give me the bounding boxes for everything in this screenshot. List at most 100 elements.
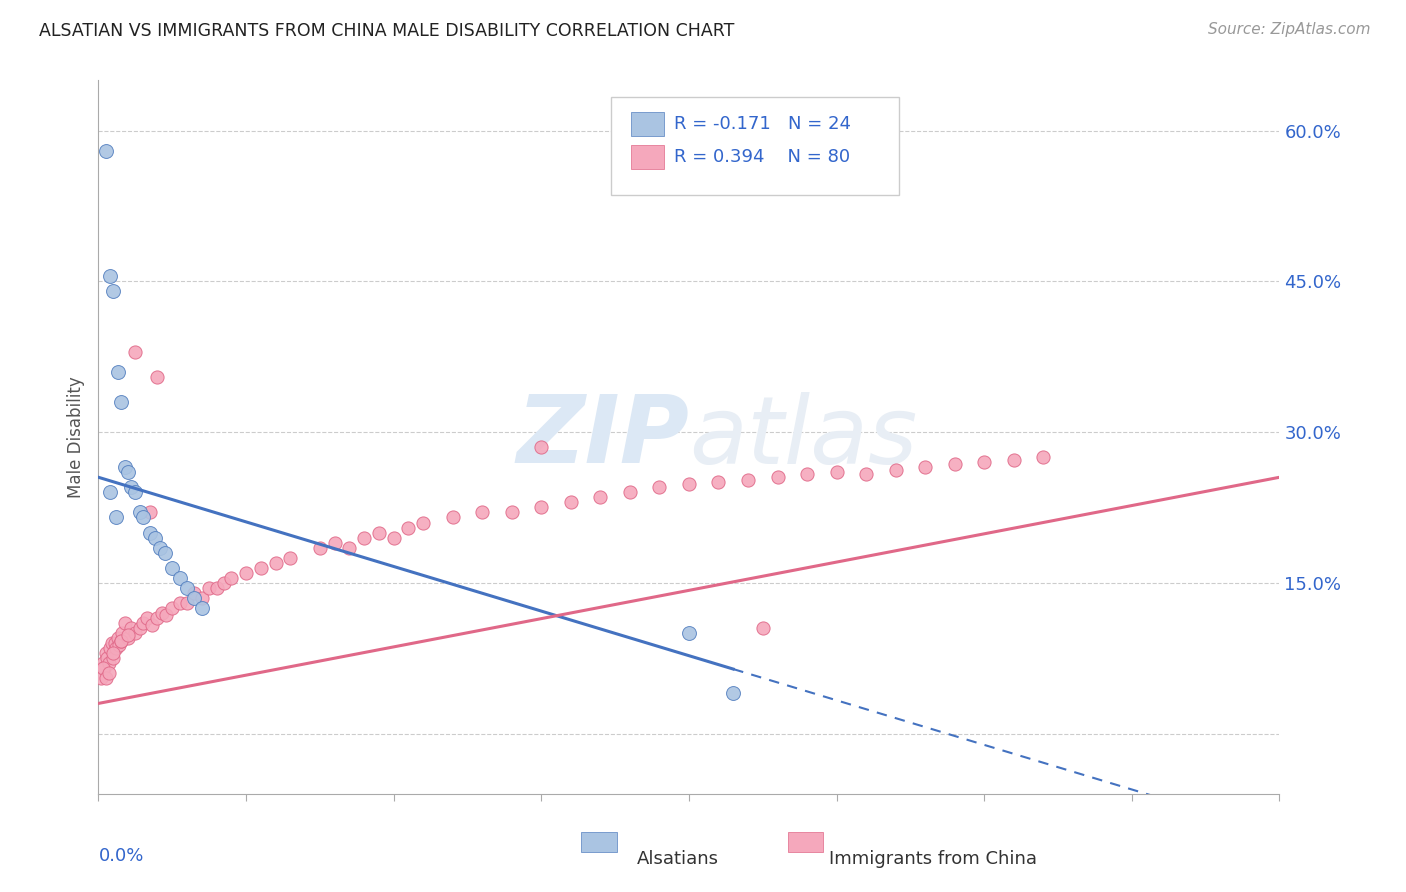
Point	[825, 465, 848, 479]
Point	[205, 581, 228, 595]
Point	[1032, 450, 1054, 465]
Point	[162, 601, 183, 615]
Point	[368, 525, 391, 540]
Point	[149, 541, 172, 555]
Point	[339, 541, 361, 555]
Point	[105, 641, 128, 656]
Point	[943, 457, 966, 471]
Point	[221, 571, 243, 585]
Point	[153, 546, 176, 560]
Point	[150, 606, 173, 620]
Point	[235, 566, 257, 580]
Point	[120, 480, 142, 494]
Text: R = 0.394    N = 80: R = 0.394 N = 80	[675, 148, 851, 166]
Point	[198, 581, 221, 595]
Point	[128, 621, 150, 635]
Point	[752, 621, 775, 635]
Point	[766, 470, 789, 484]
Point	[94, 646, 117, 660]
Point	[128, 506, 150, 520]
Point	[176, 596, 198, 610]
Point	[91, 661, 114, 675]
Point	[132, 615, 155, 630]
Point	[382, 531, 405, 545]
Text: ALSATIAN VS IMMIGRANTS FROM CHINA MALE DISABILITY CORRELATION CHART: ALSATIAN VS IMMIGRANTS FROM CHINA MALE D…	[39, 22, 735, 40]
Point	[114, 615, 136, 630]
Point	[114, 460, 136, 475]
Point	[560, 495, 582, 509]
Point	[309, 541, 332, 555]
Point	[530, 440, 553, 454]
Point	[90, 671, 112, 685]
Point	[117, 631, 139, 645]
Text: ZIP: ZIP	[516, 391, 689, 483]
Point	[176, 581, 198, 595]
Point	[97, 657, 120, 671]
Point	[143, 531, 166, 545]
Point	[103, 646, 125, 660]
Point	[136, 611, 159, 625]
Point	[530, 500, 553, 515]
Point	[124, 485, 146, 500]
Point	[678, 477, 700, 491]
Point	[412, 516, 434, 530]
Point	[191, 601, 214, 615]
Point	[678, 626, 700, 640]
Point	[169, 571, 191, 585]
Point	[353, 531, 375, 545]
Point	[183, 591, 205, 605]
Point	[105, 510, 128, 524]
Text: atlas: atlas	[689, 392, 917, 483]
Point	[94, 671, 117, 685]
Point	[323, 535, 346, 549]
Point	[1002, 453, 1025, 467]
Point	[589, 491, 612, 505]
Point	[117, 628, 139, 642]
Y-axis label: Male Disability: Male Disability	[67, 376, 86, 498]
Point	[108, 638, 131, 652]
Text: Alsatians: Alsatians	[637, 849, 720, 868]
Point	[97, 666, 120, 681]
Point	[98, 269, 121, 284]
Point	[117, 465, 139, 479]
Point	[855, 467, 877, 482]
Point	[501, 506, 523, 520]
Point	[132, 510, 155, 524]
Point	[155, 607, 177, 622]
Point	[98, 641, 121, 656]
Point	[107, 631, 129, 645]
Point	[796, 467, 818, 482]
Point	[280, 550, 302, 565]
Point	[103, 285, 125, 299]
Point	[139, 525, 162, 540]
Point	[471, 506, 494, 520]
Point	[441, 510, 464, 524]
Point	[162, 560, 183, 574]
Point	[139, 506, 162, 520]
Point	[141, 618, 163, 632]
Point	[884, 463, 907, 477]
Point	[110, 634, 132, 648]
Point	[191, 591, 214, 605]
Point	[264, 556, 287, 570]
Text: 0.0%: 0.0%	[98, 847, 143, 865]
Point	[707, 475, 730, 490]
Point	[107, 365, 129, 379]
FancyBboxPatch shape	[581, 832, 617, 852]
Point	[648, 480, 671, 494]
Point	[120, 621, 142, 635]
Text: Source: ZipAtlas.com: Source: ZipAtlas.com	[1208, 22, 1371, 37]
Point	[94, 144, 117, 158]
Point	[111, 626, 134, 640]
Point	[619, 485, 641, 500]
Point	[183, 586, 205, 600]
Point	[91, 657, 114, 671]
Point	[723, 686, 745, 700]
Point	[124, 344, 146, 359]
Point	[737, 473, 759, 487]
Point	[146, 611, 169, 625]
Point	[973, 455, 995, 469]
Text: Immigrants from China: Immigrants from China	[830, 849, 1038, 868]
Point	[250, 560, 273, 574]
Text: R = -0.171   N = 24: R = -0.171 N = 24	[675, 115, 851, 133]
